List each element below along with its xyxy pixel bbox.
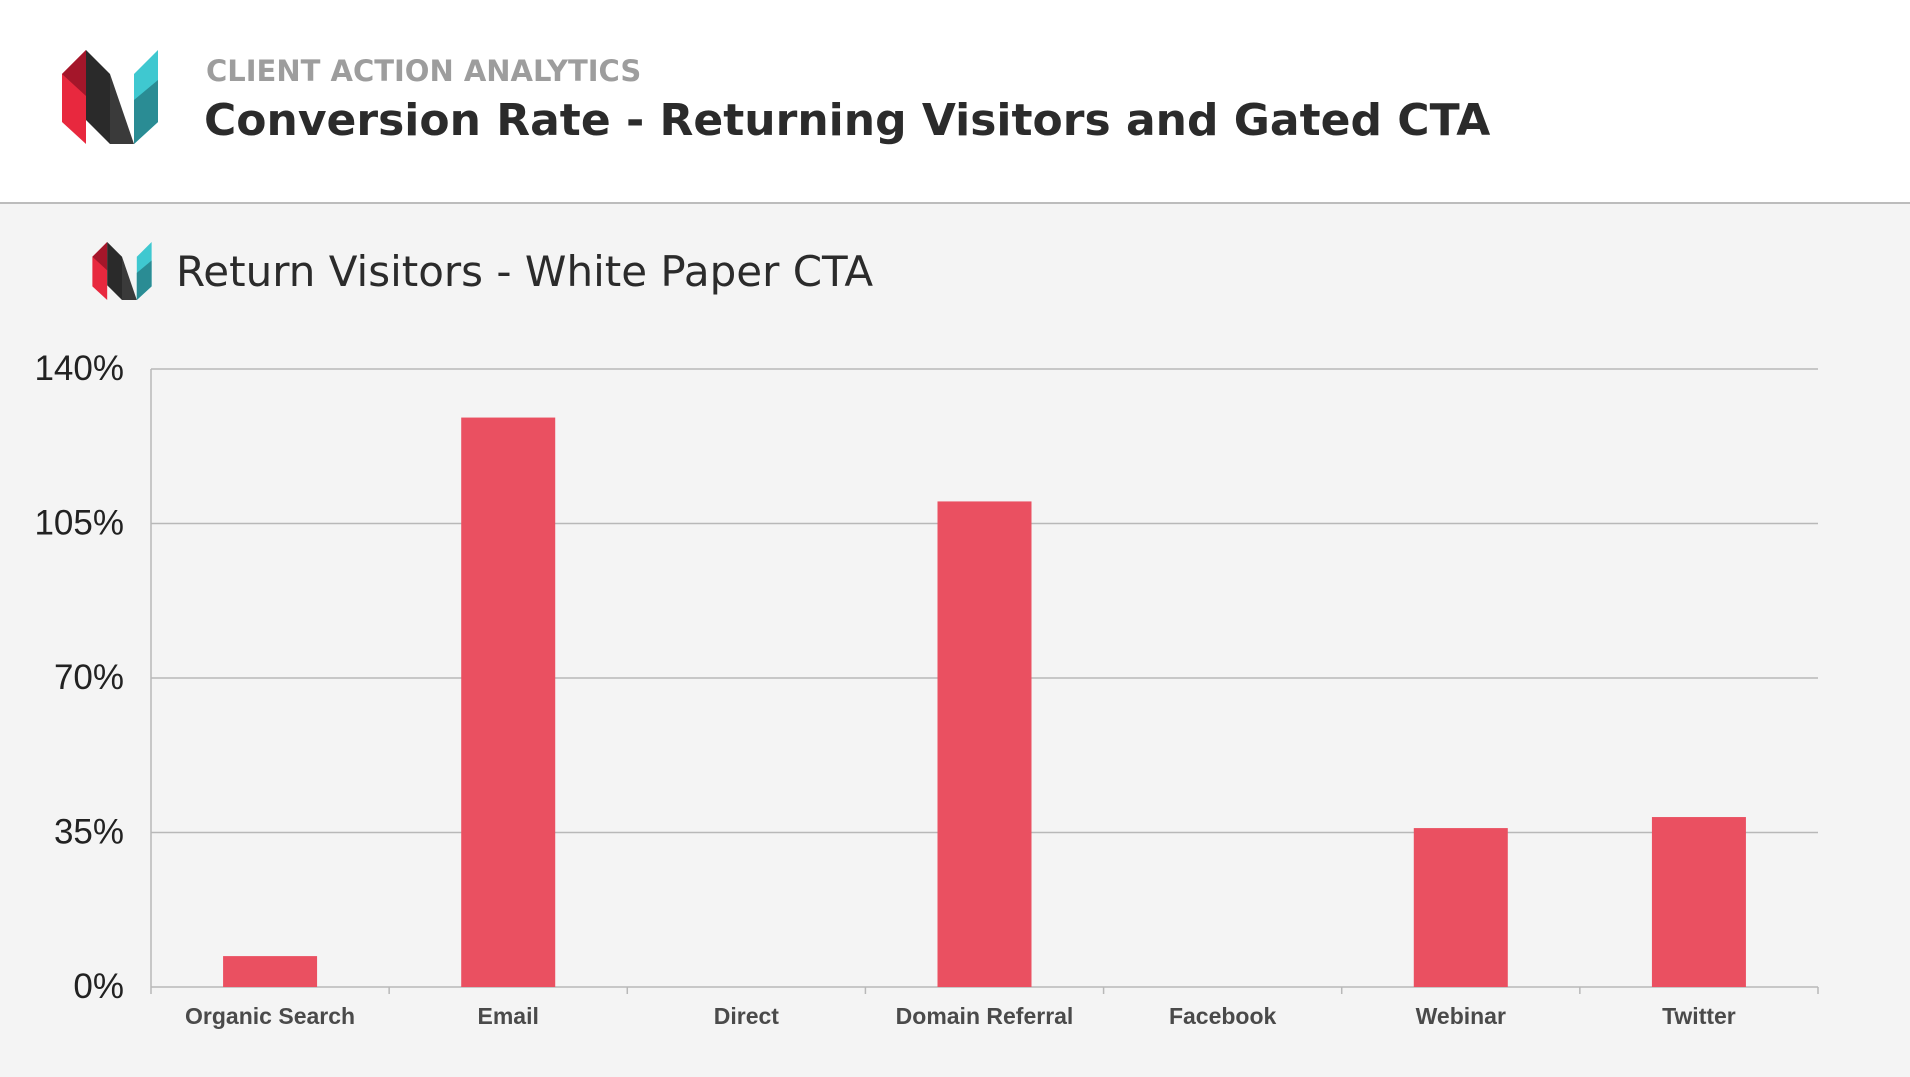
x-category-label: Webinar <box>1416 1003 1506 1029</box>
page-title: Conversion Rate - Returning Visitors and… <box>204 95 1491 146</box>
x-category-label: Email <box>478 1003 539 1029</box>
bar <box>223 956 318 987</box>
y-tick-label: 105% <box>34 504 124 543</box>
header-kicker: CLIENT ACTION ANALYTICS <box>206 54 642 88</box>
y-tick-label: 140% <box>34 349 124 388</box>
brand-logo-icon <box>62 50 158 144</box>
y-tick-label: 0% <box>73 967 124 1006</box>
bar <box>1413 828 1508 987</box>
bar <box>937 501 1032 987</box>
x-category-label: Facebook <box>1169 1003 1277 1029</box>
bar <box>461 417 556 987</box>
bar <box>1651 817 1746 987</box>
x-category-label: Twitter <box>1662 1003 1736 1029</box>
header: CLIENT ACTION ANALYTICS Conversion Rate … <box>0 0 1910 204</box>
x-category-label: Domain Referral <box>896 1003 1074 1029</box>
chart-logo-icon <box>92 242 152 300</box>
y-tick-label: 35% <box>54 813 124 852</box>
chart-title: Return Visitors - White Paper CTA <box>176 247 874 296</box>
y-tick-label: 70% <box>54 658 124 697</box>
x-category-label: Direct <box>714 1003 780 1029</box>
x-category-label: Organic Search <box>185 1003 355 1029</box>
